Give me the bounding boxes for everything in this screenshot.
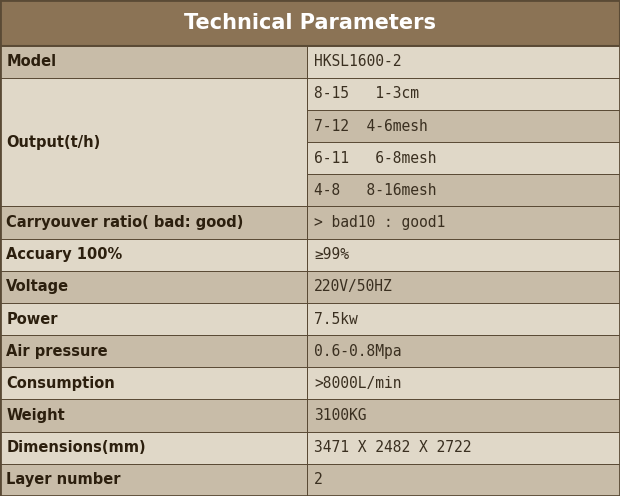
Bar <box>0 271 307 303</box>
Text: 8-15   1-3cm: 8-15 1-3cm <box>314 86 419 101</box>
Bar <box>0 0 620 46</box>
Text: Model: Model <box>6 54 56 69</box>
Text: Air pressure: Air pressure <box>6 344 108 359</box>
Text: >8000L/min: >8000L/min <box>314 376 402 391</box>
Text: 7.5kw: 7.5kw <box>314 311 358 326</box>
Bar <box>307 399 620 432</box>
Text: > bad10 : good1: > bad10 : good1 <box>314 215 446 230</box>
Bar <box>0 78 307 206</box>
Text: 6-11   6-8mesh: 6-11 6-8mesh <box>314 151 437 166</box>
Text: ≥99%: ≥99% <box>314 247 349 262</box>
Text: Dimensions(mm): Dimensions(mm) <box>6 440 146 455</box>
Bar <box>307 206 620 239</box>
Text: 2: 2 <box>314 472 323 488</box>
Bar <box>307 464 620 496</box>
Text: Layer number: Layer number <box>6 472 121 488</box>
Text: 220V/50HZ: 220V/50HZ <box>314 279 393 295</box>
Bar <box>307 46 620 78</box>
Text: Weight: Weight <box>6 408 65 423</box>
Bar <box>0 432 307 464</box>
Bar <box>0 303 307 335</box>
Text: 3100KG: 3100KG <box>314 408 367 423</box>
Bar <box>0 335 307 368</box>
Bar <box>0 206 307 239</box>
Text: 7-12  4-6mesh: 7-12 4-6mesh <box>314 119 428 133</box>
Bar <box>0 368 307 399</box>
Bar <box>307 432 620 464</box>
Text: Carryouver ratio( bad: good): Carryouver ratio( bad: good) <box>6 215 244 230</box>
Bar <box>307 303 620 335</box>
Bar <box>307 174 620 206</box>
Text: HKSL1600-2: HKSL1600-2 <box>314 54 402 69</box>
Bar <box>307 78 620 110</box>
Bar <box>307 271 620 303</box>
Text: Accuary 100%: Accuary 100% <box>6 247 123 262</box>
Text: 3471 X 2482 X 2722: 3471 X 2482 X 2722 <box>314 440 472 455</box>
Text: 0.6-0.8Mpa: 0.6-0.8Mpa <box>314 344 402 359</box>
Text: Consumption: Consumption <box>6 376 115 391</box>
Text: Voltage: Voltage <box>6 279 69 295</box>
Bar <box>307 368 620 399</box>
Bar <box>0 46 307 78</box>
Text: 4-8   8-16mesh: 4-8 8-16mesh <box>314 183 437 198</box>
Bar <box>307 142 620 174</box>
Bar <box>0 239 307 271</box>
Text: Power: Power <box>6 311 58 326</box>
Bar <box>307 110 620 142</box>
Text: Technical Parameters: Technical Parameters <box>184 13 436 33</box>
Bar <box>307 239 620 271</box>
Text: Output(t/h): Output(t/h) <box>6 134 100 150</box>
Bar <box>0 464 307 496</box>
Bar <box>307 335 620 368</box>
Bar <box>0 399 307 432</box>
